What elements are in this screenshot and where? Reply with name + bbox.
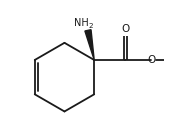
Text: NH: NH bbox=[74, 18, 89, 28]
Text: 2: 2 bbox=[89, 23, 93, 29]
Text: O: O bbox=[147, 55, 155, 65]
Text: O: O bbox=[121, 24, 130, 34]
Polygon shape bbox=[85, 30, 94, 60]
